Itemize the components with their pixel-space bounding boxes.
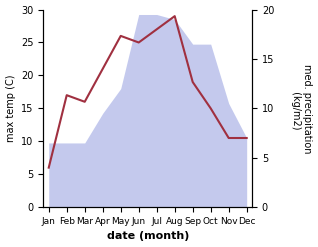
Y-axis label: max temp (C): max temp (C): [5, 75, 16, 142]
X-axis label: date (month): date (month): [107, 231, 189, 242]
Y-axis label: med. precipitation
 (kg/m2): med. precipitation (kg/m2): [291, 64, 313, 153]
